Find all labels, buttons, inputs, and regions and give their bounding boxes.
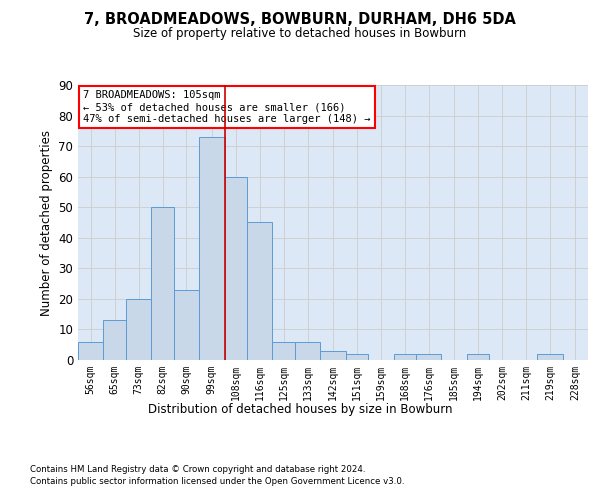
Text: 7 BROADMEADOWS: 105sqm
← 53% of detached houses are smaller (166)
47% of semi-de: 7 BROADMEADOWS: 105sqm ← 53% of detached… (83, 90, 371, 124)
Bar (174, 290, 199, 360)
Y-axis label: Number of detached properties: Number of detached properties (40, 130, 53, 316)
Bar (247, 222, 272, 360)
Bar (272, 342, 295, 360)
Bar (199, 137, 224, 360)
Bar (394, 354, 416, 360)
Bar (126, 299, 151, 360)
Bar (537, 354, 563, 360)
Bar (151, 207, 174, 360)
Text: Contains public sector information licensed under the Open Government Licence v3: Contains public sector information licen… (30, 478, 404, 486)
Bar (295, 342, 320, 360)
Bar (224, 176, 247, 360)
Bar (416, 354, 442, 360)
Bar (320, 351, 346, 360)
Text: Contains HM Land Registry data © Crown copyright and database right 2024.: Contains HM Land Registry data © Crown c… (30, 465, 365, 474)
Bar (103, 320, 126, 360)
Bar (346, 354, 368, 360)
Text: 7, BROADMEADOWS, BOWBURN, DURHAM, DH6 5DA: 7, BROADMEADOWS, BOWBURN, DURHAM, DH6 5D… (84, 12, 516, 28)
Text: Distribution of detached houses by size in Bowburn: Distribution of detached houses by size … (148, 402, 452, 415)
Text: Size of property relative to detached houses in Bowburn: Size of property relative to detached ho… (133, 28, 467, 40)
Bar (78, 342, 103, 360)
Bar (467, 354, 490, 360)
